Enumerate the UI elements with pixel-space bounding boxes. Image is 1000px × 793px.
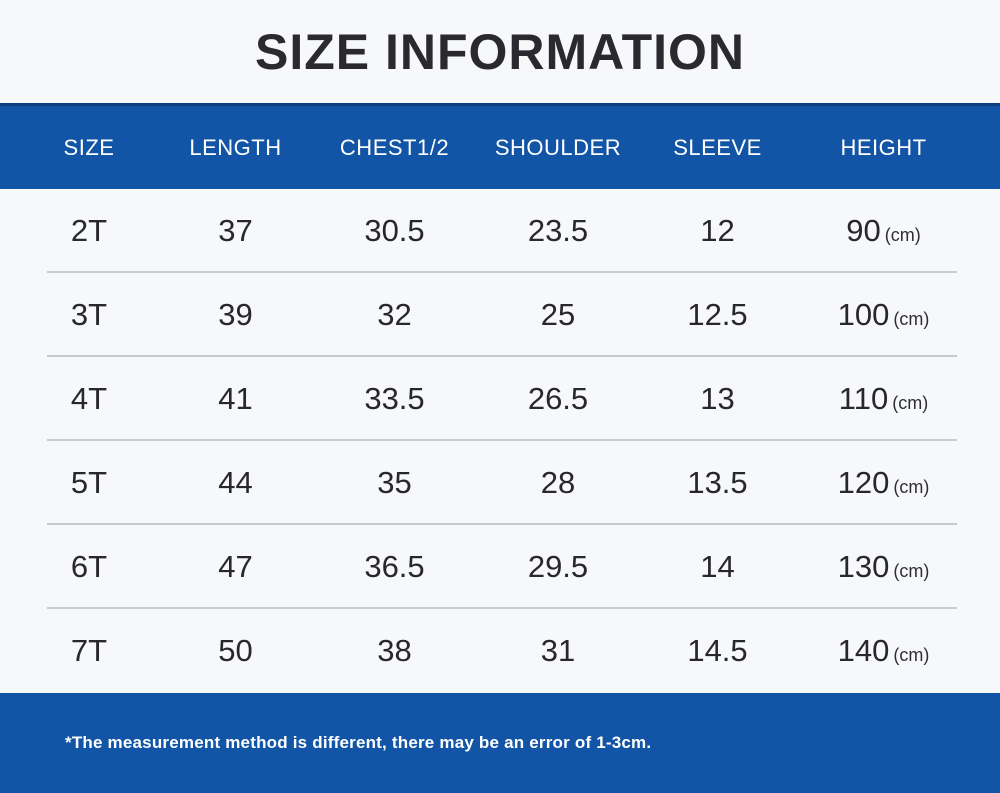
cell-sleeve: 13.5 [687,465,748,500]
cell-chest: 32 [377,297,412,332]
table-row-3t: 3T 39 32 25 12.5 100 (cm) [0,273,1000,357]
cell-sleeve: 13 [700,381,735,416]
cell-size: 5T [70,465,108,500]
cell-length: 41 [218,381,253,416]
cell-chest: 38 [377,633,412,668]
cell-height: 90 (cm) [797,213,1000,249]
unit-label: (cm) [893,309,930,329]
cell-shoulder: 31 [540,633,576,668]
unit-label: (cm) [893,561,930,581]
column-header-chest: CHEST1/2 [339,134,450,160]
height-value: 100 [837,297,890,332]
cell-height: 100 (cm) [797,297,1000,333]
column-header-size: SIZE [63,134,115,160]
cell-shoulder: 28 [540,465,576,500]
column-header-shoulder: SHOULDER [494,134,622,160]
unit-label: (cm) [893,477,930,497]
cell-height: 110 (cm) [797,381,1000,417]
column-header-height: HEIGHT [840,134,927,160]
cell-height: 130 (cm) [797,549,1000,585]
page-title: SIZE INFORMATION [254,23,746,80]
cell-shoulder: 26.5 [527,381,589,416]
cell-length: 37 [218,213,253,248]
height-value: 130 [837,549,890,584]
cell-chest: 36.5 [364,549,425,584]
footnote-bar: *The measurement method is different, th… [0,693,1000,793]
cell-chest: 30.5 [364,213,425,248]
height-value: 120 [837,465,890,500]
cell-sleeve: 12 [700,213,735,248]
cell-sleeve: 14.5 [687,633,748,668]
cell-height: 120 (cm) [797,465,1000,501]
table-header-row: SIZE LENGTH CHEST1/2 SHOULDER SLEEVE HEI… [0,103,1000,189]
cell-height: 140 (cm) [797,633,1000,669]
column-header-length: LENGTH [189,134,282,160]
cell-length: 50 [218,633,253,668]
cell-size: 4T [70,381,108,416]
cell-sleeve: 14 [700,549,735,584]
table-row-7t: 7T 50 38 31 14.5 140 (cm) [0,609,1000,693]
table-row-5t: 5T 44 35 28 13.5 120 (cm) [0,441,1000,525]
cell-size: 7T [70,633,108,668]
cell-length: 44 [218,465,253,500]
cell-length: 39 [218,297,253,332]
table-row-6t: 6T 47 36.5 29.5 14 130 (cm) [0,525,1000,609]
cell-shoulder: 29.5 [527,549,589,584]
cell-chest: 35 [377,465,412,500]
height-value: 140 [837,633,890,668]
footnote-text: *The measurement method is different, th… [65,733,652,752]
unit-label: (cm) [884,225,921,245]
column-header-sleeve: SLEEVE [673,134,762,160]
height-value: 90 [846,213,881,248]
cell-size: 3T [70,297,108,332]
table-body: 2T 37 30.5 23.5 12 90 (cm) 3T 39 32 25 1… [0,189,1000,693]
cell-size: 6T [70,549,108,584]
unit-label: (cm) [892,393,929,413]
cell-sleeve: 12.5 [687,297,748,332]
title-block: SIZE INFORMATION [0,0,1000,103]
cell-size: 2T [70,213,108,248]
unit-label: (cm) [893,645,930,665]
height-value: 110 [838,381,889,416]
cell-shoulder: 23.5 [527,213,589,248]
table-row-2t: 2T 37 30.5 23.5 12 90 (cm) [0,189,1000,273]
cell-chest: 33.5 [364,381,425,416]
cell-length: 47 [218,549,253,584]
cell-shoulder: 25 [540,297,576,332]
table-row-4t: 4T 41 33.5 26.5 13 110 (cm) [0,357,1000,441]
